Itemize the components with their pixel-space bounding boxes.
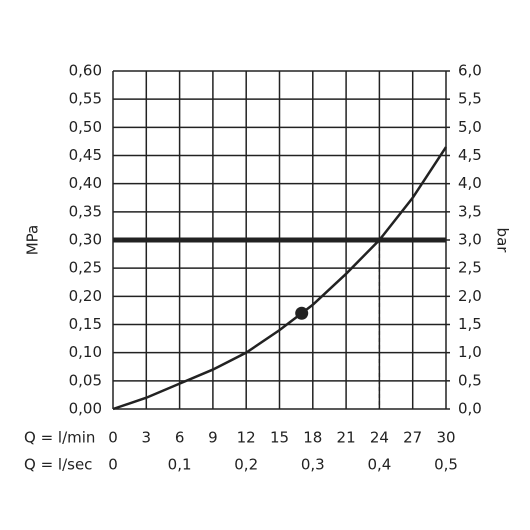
y2-tick-label: 3,0 [458,231,482,249]
y2-tick-label: 0,5 [458,371,482,389]
y-tick-label: 0,35 [69,202,102,220]
y2-tick-label: 4,0 [458,174,482,192]
x-tick-label: 24 [370,429,389,447]
x-tick-label: 21 [337,429,356,447]
y-tick-label: 0,55 [69,90,102,108]
x2-tick-label: 0,4 [367,456,391,474]
x2-tick-label: 0,5 [434,456,458,474]
y-tick-label: 0,00 [69,400,102,418]
x-tick-label: 30 [436,429,455,447]
y-tick-label: 0,15 [69,315,102,333]
x-tick-label: 15 [270,429,289,447]
curve [112,146,448,411]
y2-axis-title: bar [494,228,512,254]
y-tick-label: 0,10 [69,343,102,361]
y-tick-label: 0,05 [69,371,102,389]
x2-axis-title: Q = l/sec [24,456,92,474]
x-tick-label: 27 [403,429,422,447]
y-tick-label: 0,30 [69,231,102,249]
y2-tick-label: 1,0 [458,343,482,361]
y-tick-label: 0,25 [69,259,102,277]
y2-tick-label: 2,0 [458,287,482,305]
operating-point [295,306,309,320]
y2-tick-label: 5,0 [458,118,482,136]
y-axis-title: MPa [24,225,42,256]
x-tick-label: 12 [237,429,256,447]
y2-tick-label: 5,5 [458,90,482,108]
x2-tick-label: 0 [108,456,118,474]
x-tick-label: 0 [108,429,118,447]
y-tick-label: 0,60 [69,62,102,80]
y-tick-label: 0,50 [69,118,102,136]
y2-tick-label: 0,0 [458,400,482,418]
y2-tick-label: 1,5 [458,315,482,333]
y-tick-label: 0,20 [69,287,102,305]
y2-tick-label: 2,5 [458,259,482,277]
y-tick-label: 0,40 [69,174,102,192]
y2-tick-label: 3,5 [458,202,482,220]
x2-tick-label: 0,3 [301,456,325,474]
y2-tick-label: 6,0 [458,62,482,80]
y2-tick-label: 4,5 [458,146,482,164]
x-tick-label: 3 [142,429,152,447]
x-axis-title: Q = l/min [24,429,95,447]
y-tick-label: 0,45 [69,146,102,164]
x-tick-label: 9 [208,429,218,447]
x-tick-label: 18 [303,429,322,447]
x2-tick-label: 0,1 [168,456,192,474]
x2-tick-label: 0,2 [234,456,258,474]
x-tick-label: 6 [175,429,185,447]
